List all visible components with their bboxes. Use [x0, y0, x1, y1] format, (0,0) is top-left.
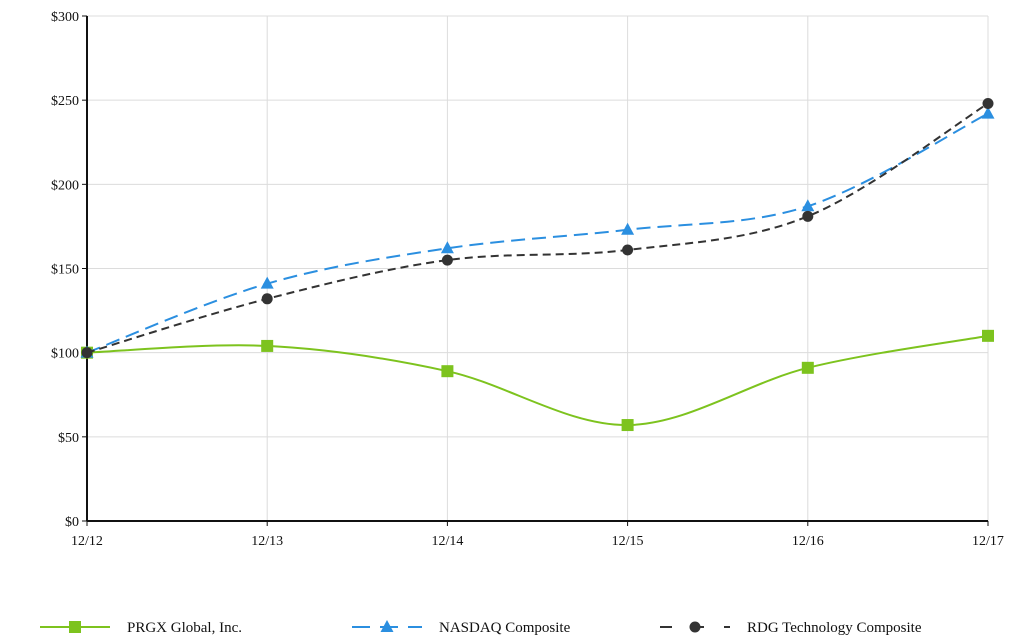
legend-item-2: NASDAQ Composite — [352, 620, 571, 636]
y-tick-label: $150 — [51, 263, 79, 278]
legend: PRGX Global, Inc. NASDAQ Composite RDG Tec… — [40, 620, 922, 636]
data-point — [982, 329, 994, 342]
data-point — [801, 361, 814, 374]
legend-label: NASDAQ Composite — [439, 620, 571, 636]
legend-marker — [69, 621, 81, 633]
x-tick-label: 12/12 — [71, 534, 103, 549]
data-point — [81, 347, 93, 359]
x-tick-label: 12/16 — [792, 534, 824, 549]
x-axis-ticks: 12/12 12/13 12/14 12/15 12/16 12/17 — [71, 521, 1004, 549]
y-tick-label: $0 — [65, 515, 79, 530]
series-1 — [81, 329, 994, 432]
series-line — [86, 334, 989, 427]
y-axis-ticks: $0 $50 $100 $150 $200 $250 $300 — [51, 10, 87, 530]
data-point — [982, 98, 994, 110]
x-tick-label: 12/13 — [251, 534, 283, 549]
data-point — [802, 210, 814, 222]
series-2 — [80, 106, 995, 358]
data-point — [621, 222, 635, 235]
data-point — [801, 199, 815, 212]
y-tick-label: $100 — [51, 347, 79, 362]
series-3 — [81, 98, 994, 359]
x-tick-label: 12/14 — [431, 534, 463, 549]
data-point — [440, 241, 454, 254]
y-tick-label: $300 — [51, 10, 79, 25]
x-tick-label: 12/17 — [972, 534, 1004, 549]
y-tick-label: $200 — [51, 178, 79, 193]
data-point — [260, 276, 274, 289]
y-tick-label: $50 — [58, 431, 79, 446]
data-point — [981, 106, 995, 119]
data-point — [441, 254, 453, 266]
legend-label: RDG Technology Composite — [747, 620, 922, 636]
legend-item-3: RDG Technology Composite — [660, 620, 922, 636]
legend-marker — [380, 620, 394, 632]
series-line — [86, 102, 989, 354]
legend-marker — [689, 621, 701, 633]
legend-label: PRGX Global, Inc. — [127, 620, 242, 636]
series-group — [80, 98, 995, 432]
series-line — [86, 112, 989, 354]
data-point — [261, 293, 273, 305]
legend-item-1: PRGX Global, Inc. — [40, 620, 242, 636]
data-point — [622, 244, 634, 256]
data-point — [261, 339, 274, 352]
data-point — [621, 419, 634, 432]
y-tick-label: $250 — [51, 94, 79, 109]
grid-lines — [87, 15, 989, 522]
x-tick-label: 12/15 — [612, 534, 644, 549]
data-point — [441, 365, 454, 378]
